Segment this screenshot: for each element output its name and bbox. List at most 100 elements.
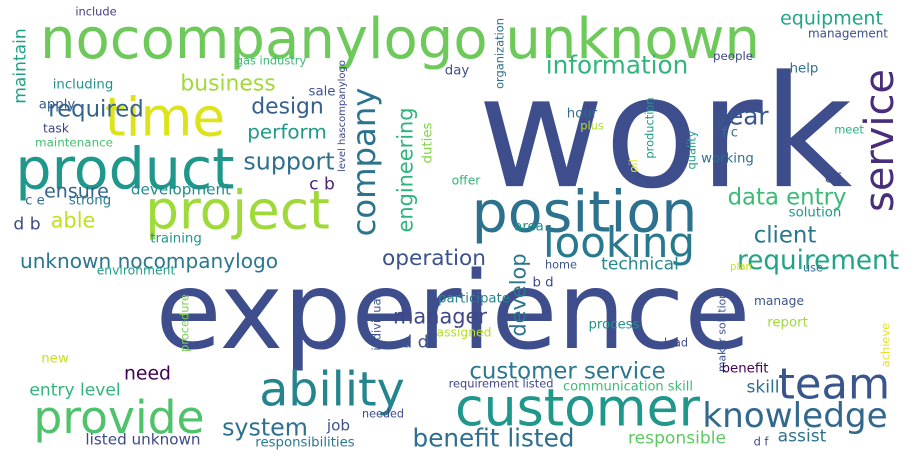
word: business [180,71,276,97]
word: plus [580,118,604,133]
word: engineering [393,107,418,233]
word: required [48,96,144,123]
word: experience [155,248,751,374]
word: training [150,231,202,247]
word: report [767,315,808,331]
word: entry level [29,380,121,401]
word: new [41,351,69,367]
word: requirement listed [448,376,554,391]
word: service [857,69,904,212]
word: responsibilities [255,435,355,451]
word: organization [492,18,507,89]
word: offer [451,173,481,188]
word: manager [393,304,487,329]
word: listed unknown [85,430,201,449]
word: year [713,101,769,131]
word: perform [247,119,327,144]
word: quality [684,130,699,170]
word: help [789,61,819,77]
word: team [778,359,890,410]
word: d d [401,332,429,353]
word: maintenance [34,135,114,150]
word: communication skill [563,379,693,395]
word: plan [730,261,752,273]
word: manage [754,293,804,308]
word: provide [33,391,205,445]
word: c f [824,171,842,187]
word: system [222,413,308,442]
word: working [701,151,754,167]
word: company [344,87,383,237]
word: strong [68,193,112,209]
word: need [124,363,171,385]
word: responsible [628,428,726,449]
word: f c [721,125,739,141]
word: c e [25,193,45,209]
word: area [514,219,544,235]
word: customer [455,378,700,439]
word: equipment [780,7,883,30]
word: include [75,4,117,19]
word: lead [664,336,688,350]
word: looking [543,218,695,268]
word: skill [746,377,780,398]
word: develop [506,253,531,337]
word: requirement [737,245,899,276]
word: work [477,42,853,224]
word: duties [420,122,436,164]
word: oil [626,159,641,173]
word: unknown nocompanylogo [19,248,279,273]
word: including [52,77,114,93]
word: benefit listed [412,423,575,453]
word: maker solution [715,292,729,372]
word: needed [362,407,404,421]
word: support [243,147,335,176]
word: task [43,121,69,136]
word: ability [259,362,405,418]
word: home [545,258,577,272]
word: d f [753,434,769,449]
word: knowledge [702,395,888,436]
word: procedure [177,294,192,352]
word: solution [788,205,842,221]
word: gas industry [235,53,307,68]
word: c b [309,174,335,195]
word: assigned [436,325,492,340]
word: assist [777,426,827,447]
word: client [753,222,817,249]
word: data entry [727,184,847,211]
word: production [642,97,657,159]
word: able [50,208,96,233]
word: information [545,50,689,80]
word: benefit [721,361,769,377]
word: day [444,63,470,79]
word: management [808,26,888,41]
word: apply [38,97,76,113]
word: level hascompanylogo [337,60,348,172]
word: position [471,179,698,246]
word: process [588,317,640,333]
word: hour [566,106,598,122]
word: technical [601,254,679,275]
word: development [130,180,232,199]
word: customer service [469,358,666,385]
word: b d [532,275,554,291]
word: time [104,86,226,149]
word: d b [13,214,41,235]
word: people [713,49,753,64]
word: design [251,94,324,120]
word: participate [438,291,510,307]
word: sale [308,84,336,100]
word: project [145,179,330,242]
word: ensure [44,180,109,203]
word: product [15,136,235,203]
word: achieve [878,322,893,368]
word: individual [369,295,384,351]
word: use [803,261,823,275]
word: environment [96,263,176,278]
word: nocompanylogo unknown [40,6,760,72]
word: maintain [10,28,31,104]
word: meet [834,122,864,137]
word: job [326,416,351,435]
